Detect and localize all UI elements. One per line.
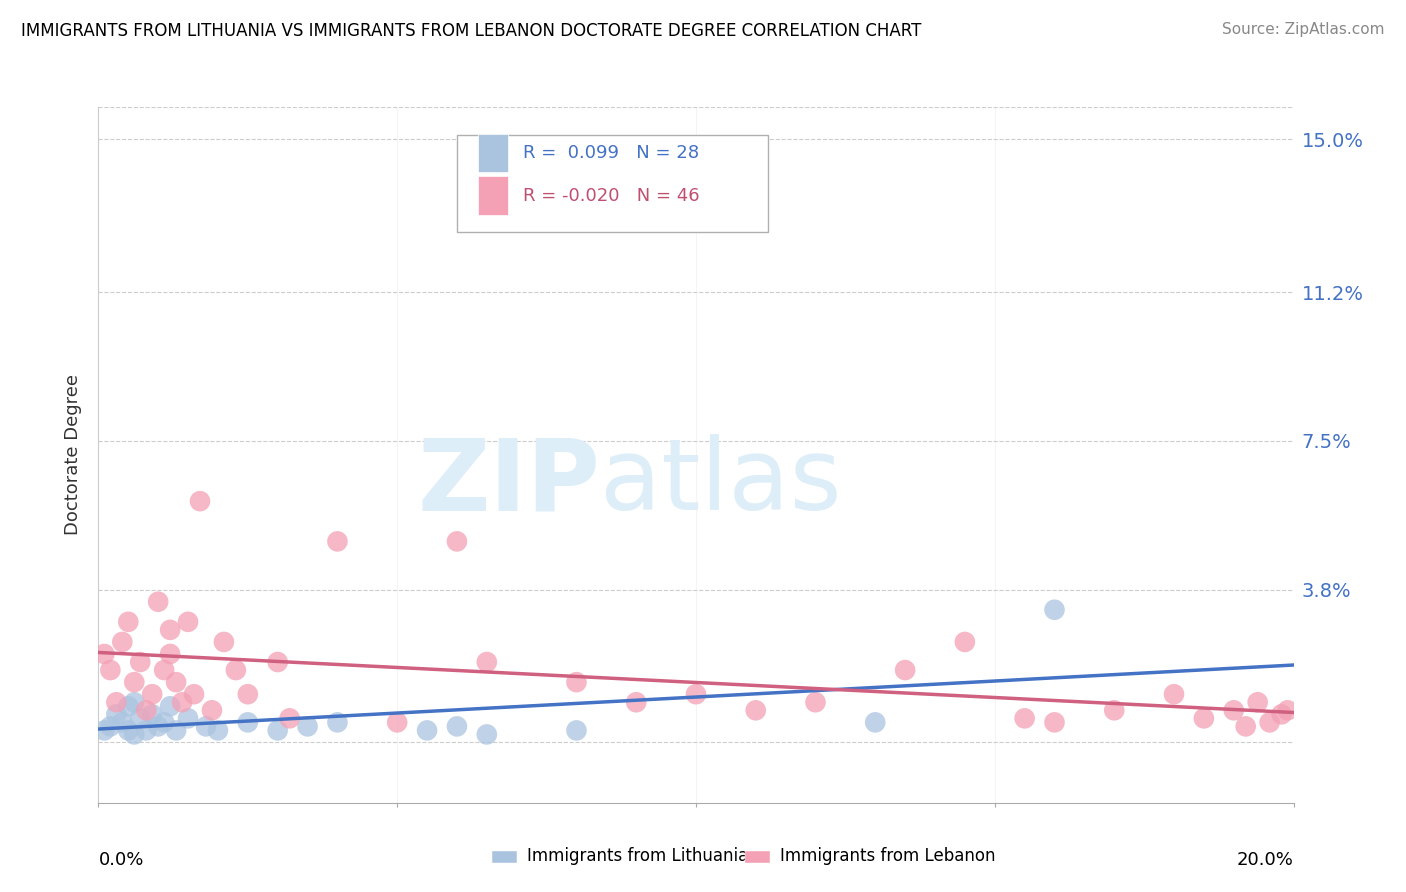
Text: R =  0.099   N = 28: R = 0.099 N = 28 bbox=[523, 144, 699, 161]
Point bbox=[267, 655, 290, 669]
Point bbox=[111, 635, 134, 649]
Point bbox=[1223, 703, 1246, 717]
Point bbox=[124, 695, 146, 709]
Point bbox=[117, 699, 139, 714]
Point bbox=[124, 727, 146, 741]
Point bbox=[177, 711, 200, 725]
FancyBboxPatch shape bbox=[478, 134, 509, 172]
Point bbox=[385, 715, 409, 730]
Point bbox=[685, 687, 707, 701]
Point bbox=[416, 723, 439, 738]
Point bbox=[148, 719, 170, 733]
Point bbox=[129, 711, 152, 725]
Point bbox=[1043, 603, 1066, 617]
Point bbox=[117, 723, 139, 738]
Point bbox=[117, 615, 139, 629]
Point bbox=[1163, 687, 1185, 701]
FancyBboxPatch shape bbox=[457, 135, 768, 232]
Point bbox=[865, 715, 887, 730]
Text: 0.0%: 0.0% bbox=[98, 851, 143, 869]
Point bbox=[212, 635, 235, 649]
Point bbox=[141, 707, 163, 722]
Point bbox=[159, 623, 181, 637]
Y-axis label: Doctorate Degree: Doctorate Degree bbox=[65, 375, 83, 535]
Point bbox=[183, 687, 205, 701]
Point bbox=[236, 715, 259, 730]
Point bbox=[105, 707, 128, 722]
Text: IMMIGRANTS FROM LITHUANIA VS IMMIGRANTS FROM LEBANON DOCTORATE DEGREE CORRELATIO: IMMIGRANTS FROM LITHUANIA VS IMMIGRANTS … bbox=[21, 22, 921, 40]
Point bbox=[148, 595, 170, 609]
Point bbox=[1104, 703, 1126, 717]
Point bbox=[177, 615, 200, 629]
Text: Source: ZipAtlas.com: Source: ZipAtlas.com bbox=[1222, 22, 1385, 37]
Text: Immigrants from Lebanon: Immigrants from Lebanon bbox=[780, 847, 995, 865]
Point bbox=[159, 647, 181, 661]
Point bbox=[135, 703, 157, 717]
Point bbox=[129, 655, 152, 669]
Point bbox=[100, 663, 122, 677]
Point bbox=[565, 675, 588, 690]
Point bbox=[297, 719, 319, 733]
Point bbox=[953, 635, 976, 649]
Point bbox=[278, 711, 301, 725]
Point bbox=[1043, 715, 1066, 730]
Text: 20.0%: 20.0% bbox=[1237, 851, 1294, 869]
Point bbox=[446, 719, 468, 733]
Point bbox=[1192, 711, 1215, 725]
Point bbox=[326, 534, 349, 549]
Point bbox=[326, 715, 349, 730]
Point bbox=[124, 675, 146, 690]
Point bbox=[894, 663, 917, 677]
Point bbox=[1277, 703, 1299, 717]
Point bbox=[93, 647, 115, 661]
Point bbox=[153, 663, 176, 677]
Point bbox=[195, 719, 218, 733]
Point bbox=[1258, 715, 1281, 730]
Point bbox=[475, 655, 498, 669]
Point bbox=[475, 727, 498, 741]
Point bbox=[165, 723, 187, 738]
Point bbox=[93, 723, 115, 738]
Point bbox=[745, 703, 768, 717]
Text: Immigrants from Lithuania: Immigrants from Lithuania bbox=[527, 847, 748, 865]
Point bbox=[1234, 719, 1257, 733]
Point bbox=[100, 719, 122, 733]
Text: R = -0.020   N = 46: R = -0.020 N = 46 bbox=[523, 186, 699, 204]
Point bbox=[201, 703, 224, 717]
Point bbox=[207, 723, 229, 738]
Point bbox=[153, 715, 176, 730]
Point bbox=[626, 695, 648, 709]
Text: ZIP: ZIP bbox=[418, 434, 600, 532]
FancyBboxPatch shape bbox=[478, 177, 509, 215]
Point bbox=[1247, 695, 1270, 709]
Point bbox=[188, 494, 211, 508]
Point bbox=[804, 695, 827, 709]
Text: atlas: atlas bbox=[600, 434, 842, 532]
Point bbox=[446, 534, 468, 549]
Point bbox=[1014, 711, 1036, 725]
Point bbox=[565, 723, 588, 738]
Point bbox=[135, 723, 157, 738]
Point bbox=[141, 687, 163, 701]
Point bbox=[105, 695, 128, 709]
Point bbox=[225, 663, 247, 677]
Point bbox=[267, 723, 290, 738]
Point bbox=[111, 715, 134, 730]
Point bbox=[236, 687, 259, 701]
Point bbox=[172, 695, 194, 709]
Point bbox=[159, 699, 181, 714]
Point bbox=[1271, 707, 1294, 722]
Point bbox=[165, 675, 187, 690]
